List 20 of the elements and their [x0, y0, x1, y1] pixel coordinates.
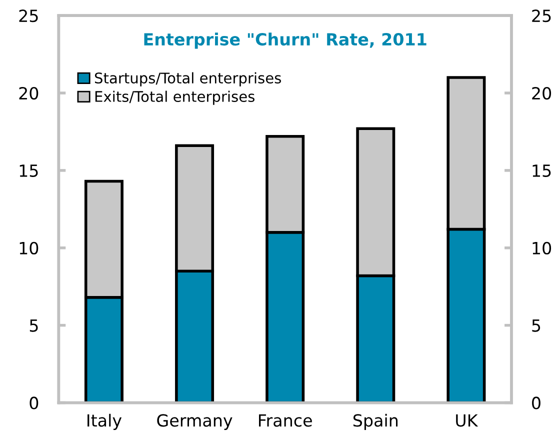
y2-tick-label: 25 [532, 10, 551, 22]
y-tick-label: 0 [30, 396, 38, 410]
y2-tick-label: 5 [532, 319, 540, 332]
text: Enterprise "Churn" Rate, 2011 [144, 32, 426, 49]
legend-label: Exits/Total enterprises [95, 90, 254, 105]
x-tick-label: Germany [157, 414, 232, 430]
y-tick-label: 15 [20, 164, 38, 178]
y2-tick-label: 15 [532, 164, 551, 178]
y2-tick-label: 0 [532, 396, 540, 410]
y-tick-label: 25 [19, 10, 38, 22]
x-tick-label: Italy [88, 414, 122, 430]
y-tick-label: 10 [20, 242, 38, 254]
x-tick-label: UK [456, 414, 478, 427]
y2-tick-label: 20 [532, 86, 552, 100]
x-tick-label: France [259, 414, 312, 427]
x-tick-label: Spain [353, 414, 398, 430]
y-tick-label: 20 [19, 86, 38, 100]
y-tick-label: 5 [30, 319, 38, 332]
y2-tick-label: 10 [532, 242, 552, 254]
legend-label: Startups/Total enterprises [94, 72, 281, 86]
